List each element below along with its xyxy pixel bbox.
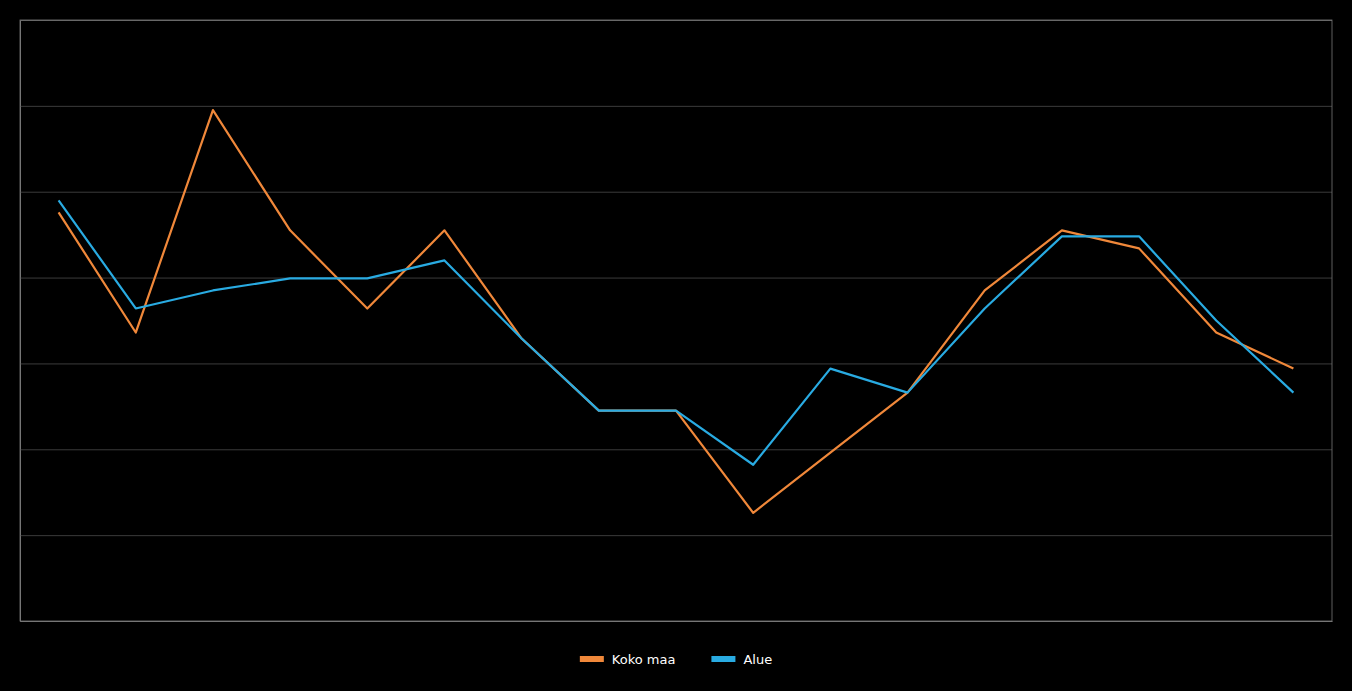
y-tick (20, 535, 1332, 536)
legend-label: Koko maa (612, 652, 676, 667)
legend-swatch (580, 656, 604, 662)
legend-item: Koko maa (580, 652, 676, 667)
series-line (59, 110, 1294, 513)
y-tick (20, 278, 1332, 279)
y-axis (20, 21, 1332, 622)
grid-line (20, 449, 1332, 450)
legend-label: Alue (743, 652, 772, 667)
background (0, 0, 1352, 691)
lines (59, 110, 1294, 513)
grid-line (20, 106, 1332, 107)
series-line (59, 200, 1294, 464)
y-axis-line (21, 21, 1333, 622)
y-tick (20, 106, 1332, 107)
legend: Koko maa Alue (580, 652, 772, 667)
plot (20, 20, 1333, 622)
legend-swatch (711, 656, 735, 662)
y-tick (20, 192, 1332, 193)
chart: Koko maa Alue (0, 0, 1352, 691)
grid-line (20, 278, 1332, 279)
y-tick (20, 449, 1332, 450)
grid-line (20, 363, 1332, 364)
grid-line (20, 535, 1332, 536)
grid-line (20, 192, 1332, 193)
plot-frame (20, 20, 1332, 621)
y-tick (20, 363, 1332, 364)
legend-item: Alue (711, 652, 772, 667)
